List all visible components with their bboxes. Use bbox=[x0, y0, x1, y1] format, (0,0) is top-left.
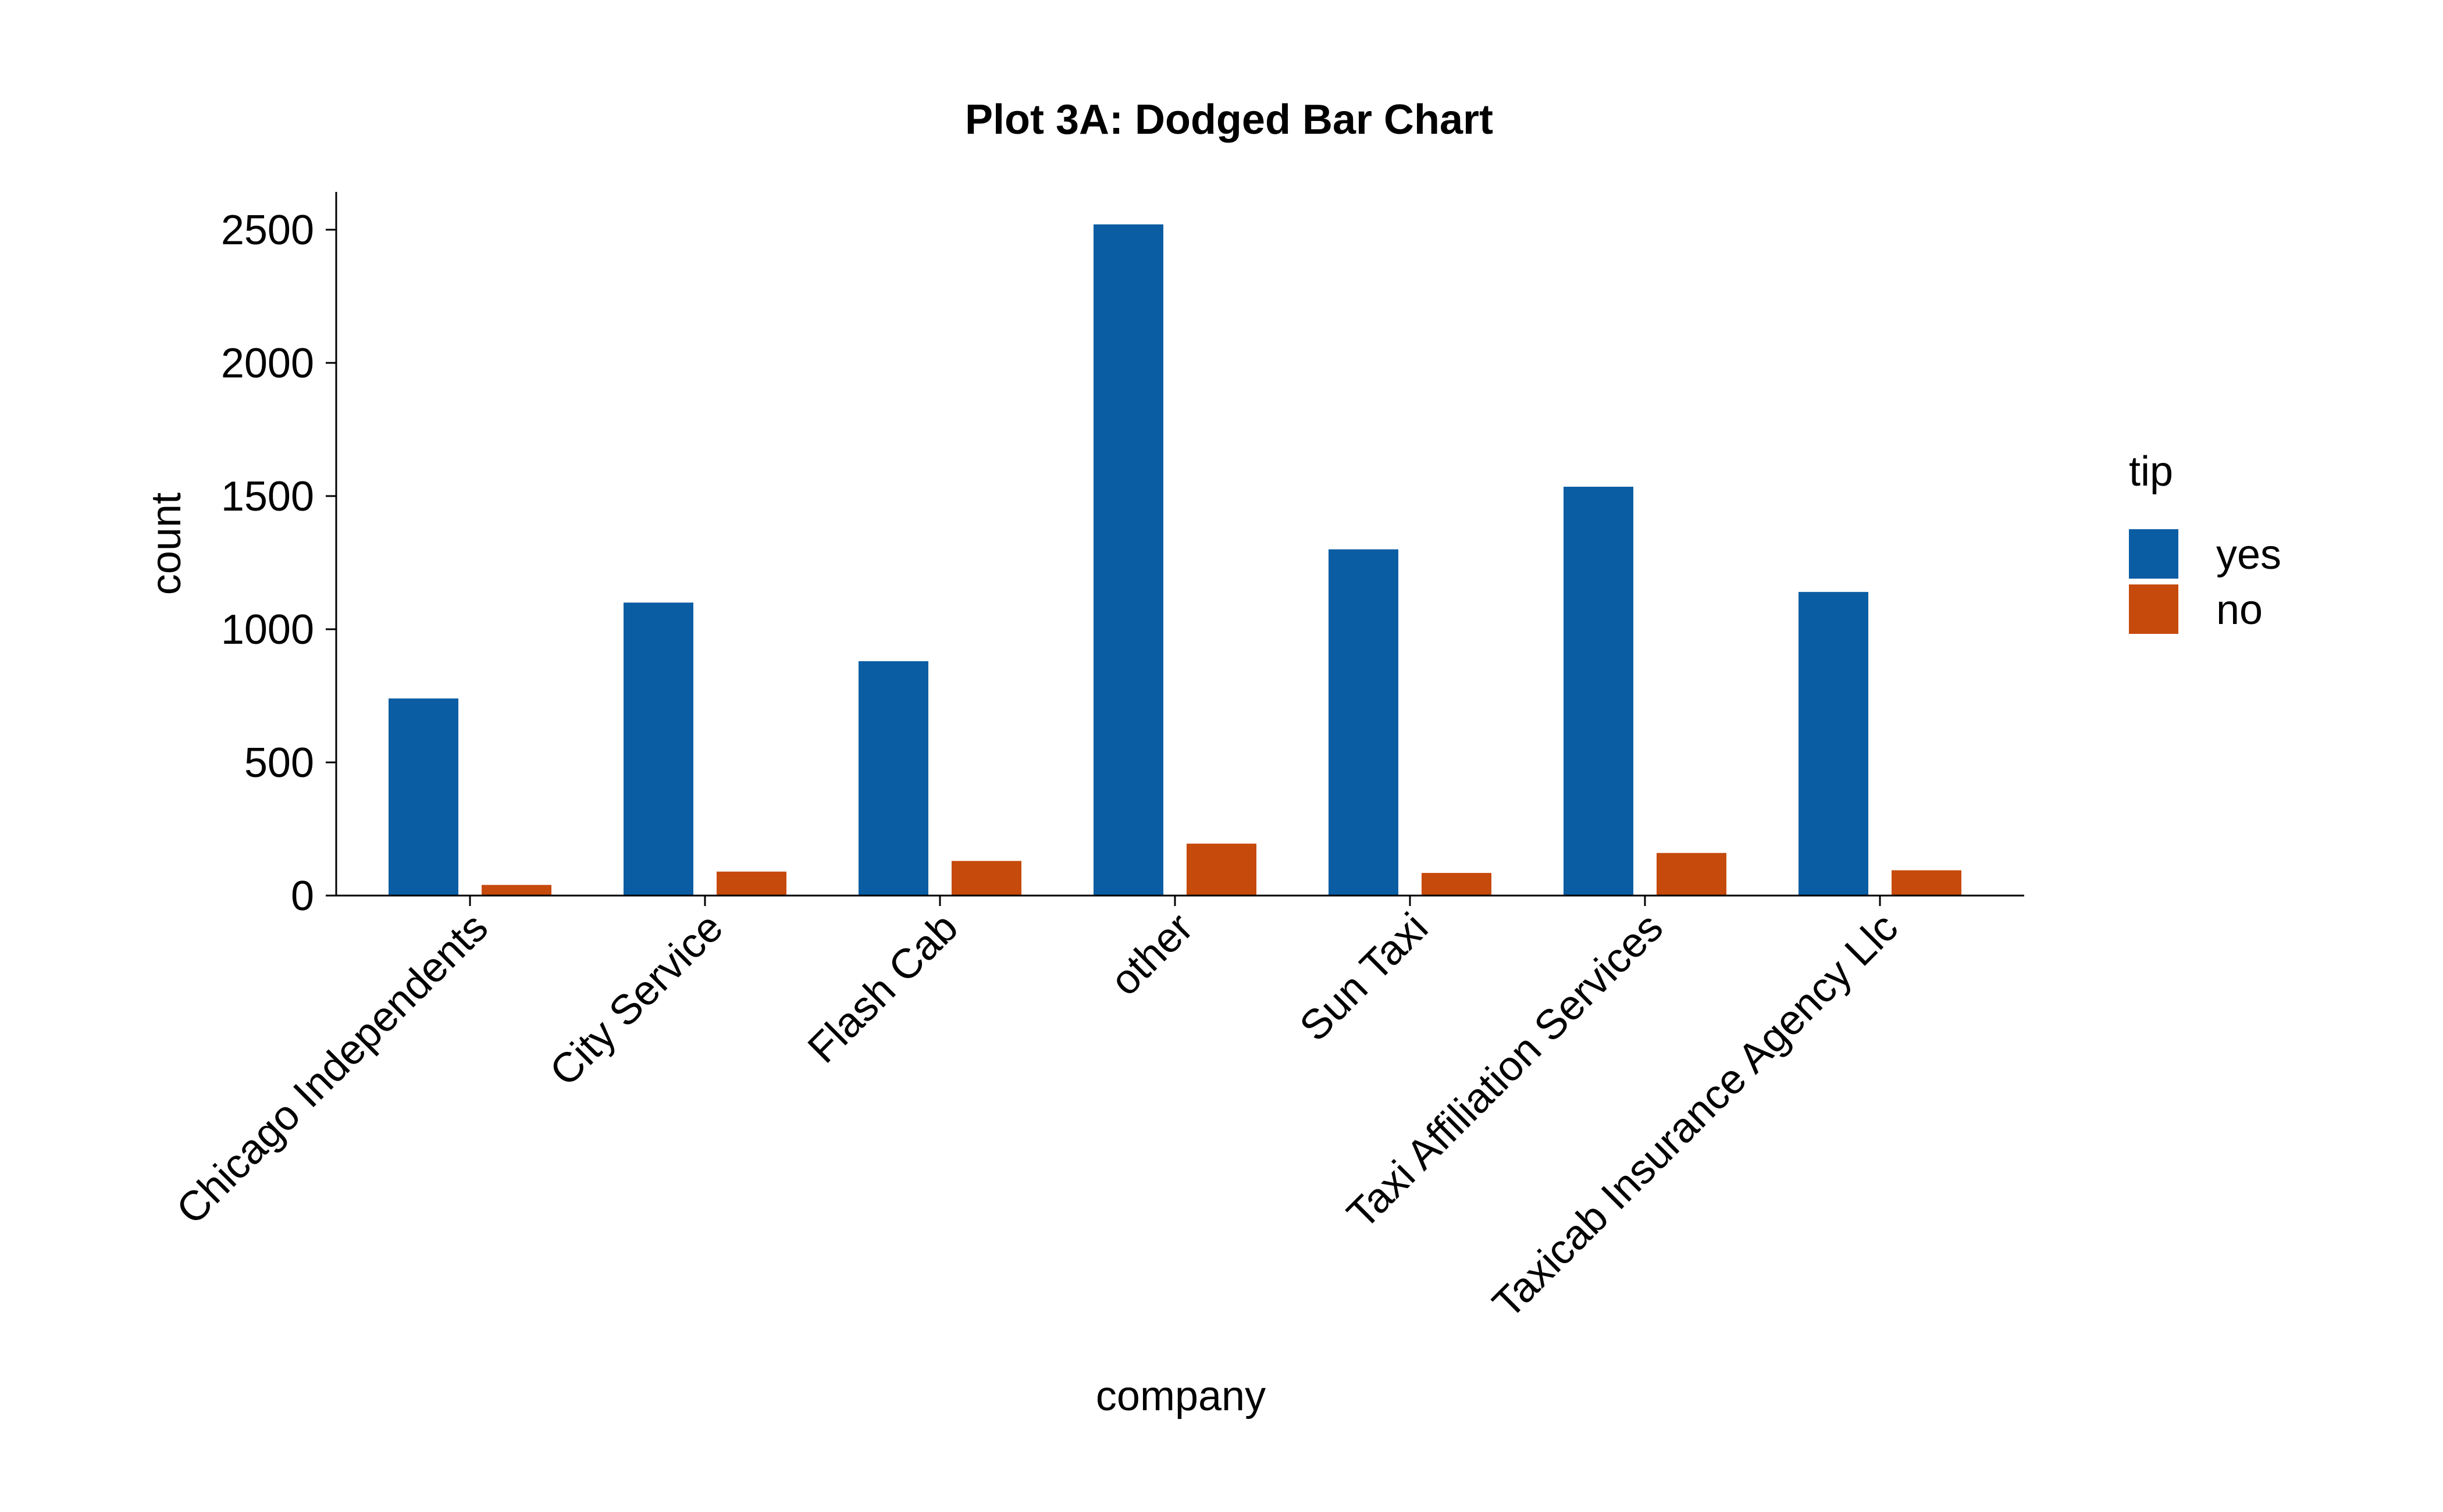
bar-yes-flash-cab bbox=[859, 661, 928, 896]
legend: tip yes no bbox=[2129, 448, 2281, 634]
bars bbox=[389, 224, 1961, 896]
bar-no-other bbox=[1187, 843, 1256, 896]
bar-yes-other bbox=[1094, 224, 1163, 896]
y-tick-label: 0 bbox=[291, 873, 314, 919]
bar-no-taxi-affiliation-services bbox=[1657, 853, 1726, 896]
bar-yes-sun-taxi bbox=[1329, 549, 1398, 896]
y-tick-label: 500 bbox=[244, 740, 314, 786]
bar-no-taxicab-insurance-agency-llc bbox=[1892, 870, 1961, 896]
x-tick-label: other bbox=[1102, 904, 1202, 1005]
y-ticks: 0 500 1000 1500 2000 2500 bbox=[221, 207, 336, 919]
y-axis-label: count bbox=[143, 493, 190, 595]
legend-label-yes: yes bbox=[2216, 532, 2281, 578]
legend-swatch-no bbox=[2129, 584, 2178, 634]
bar-yes-city-service bbox=[624, 602, 693, 896]
bar-yes-taxi-affiliation-services bbox=[1564, 486, 1633, 896]
legend-label-no: no bbox=[2216, 587, 2263, 633]
legend-swatch-yes bbox=[2129, 529, 2178, 579]
bar-no-city-service bbox=[717, 871, 786, 896]
x-tick-label: Flash Cab bbox=[799, 904, 967, 1072]
y-tick-label: 2500 bbox=[221, 207, 314, 254]
bar-yes-chicago-independents bbox=[389, 698, 458, 896]
x-tick-label: Taxicab Insurance Agency Llc bbox=[1484, 904, 1907, 1327]
x-tick-label: City Service bbox=[541, 904, 732, 1095]
y-tick-label: 1500 bbox=[221, 473, 314, 520]
bar-yes-taxicab-insurance-agency-llc bbox=[1799, 591, 1868, 896]
x-tick-label: Chicago Independents bbox=[168, 904, 497, 1233]
bar-no-flash-cab bbox=[952, 861, 1021, 896]
bar-no-chicago-independents bbox=[482, 885, 551, 896]
y-tick-label: 2000 bbox=[221, 340, 314, 387]
x-tick-label: Sun Taxi bbox=[1291, 904, 1437, 1050]
x-ticks: Chicago Independents City Service Flash Ca… bbox=[168, 896, 1907, 1327]
y-tick-label: 1000 bbox=[221, 607, 314, 653]
legend-title: tip bbox=[2129, 448, 2173, 495]
x-axis-label: company bbox=[1096, 1373, 1266, 1420]
chart-title: Plot 3A: Dodged Bar Chart bbox=[965, 97, 1493, 143]
bar-no-sun-taxi bbox=[1422, 873, 1491, 896]
